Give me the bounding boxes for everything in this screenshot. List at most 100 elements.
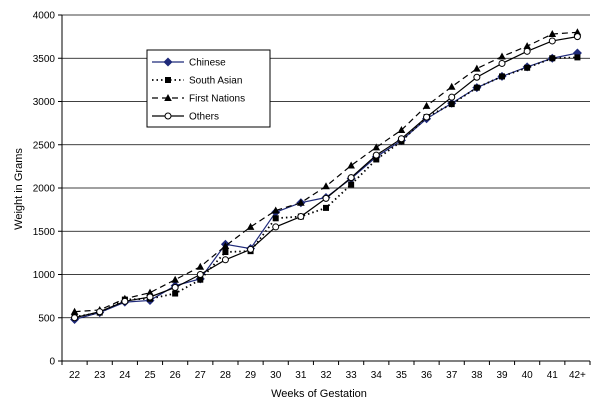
marker-square [348,181,355,188]
marker-circle [196,271,204,278]
legend-item: Chinese [152,57,226,69]
y-axis-title: Weight in Grams [13,148,25,230]
marker-triangle [297,198,305,206]
series-others [71,33,581,322]
marker-circle [96,308,104,316]
y-tick-label: 2500 [33,140,56,151]
y-tick-label: 3500 [33,54,56,65]
marker-square [574,54,581,61]
marker-triangle [523,42,531,50]
x-tick-label: 25 [144,370,156,381]
marker-triangle [573,28,582,36]
marker-triangle [246,222,255,230]
marker-circle [272,223,280,231]
legend-label: Others [189,112,219,123]
marker-circle [171,283,179,291]
marker-square [549,55,556,62]
marker-triangle [221,241,230,249]
marker-circle [322,194,330,202]
y-tick-label: 1500 [33,227,56,238]
legend-item: Others [152,112,219,123]
marker-triangle [548,30,557,38]
series-group [70,28,582,324]
marker-circle [164,112,172,120]
legend-label: South Asian [189,76,242,87]
y-tick-label: 500 [38,313,55,324]
marker-circle [121,297,129,305]
marker-square [524,64,531,71]
marker-triangle [164,94,172,101]
marker-triangle [146,288,154,296]
marker-square [197,276,204,283]
legend: Chinese South Asian First Nations Others [146,49,271,128]
marker-square [172,290,179,297]
gridlines [62,14,590,319]
marker-circle [247,245,255,253]
marker-square [499,73,505,80]
marker-triangle [196,262,205,270]
legend-label: First Nations [189,94,245,105]
y-tick-label: 1000 [33,270,56,281]
marker-circle [423,113,431,121]
marker-triangle [498,52,506,60]
marker-circle [146,293,154,301]
x-tick-label: 23 [94,370,106,381]
marker-circle [297,213,305,221]
marker-circle [347,174,355,182]
marker-triangle [397,126,406,134]
y-tick-label: 2000 [33,184,56,195]
marker-square [448,101,455,108]
x-axis-title: Weeks of Gestation [271,388,367,400]
x-tick-label: 32 [320,370,332,381]
legend-item: First Nations [152,94,245,105]
y-tick-label: 0 [49,357,55,368]
legend-item: South Asian [152,76,242,87]
marker-circle [548,37,556,45]
x-tick-label: 30 [270,370,282,381]
marker-triangle [422,101,431,109]
marker-square [323,204,329,211]
x-tick-label: 34 [371,370,383,381]
marker-circle [573,33,581,41]
marker-square [165,77,171,83]
marker-square [272,215,279,222]
marker-triangle [447,82,456,90]
marker-diamond [163,57,173,67]
marker-square [373,156,380,163]
y-tick-label: 3000 [33,97,56,108]
x-tick-label: 39 [496,370,508,381]
marker-circle [71,314,79,322]
marker-triangle [347,161,355,169]
marker-circle [448,93,456,101]
x-tick-label: 28 [220,370,232,381]
marker-circle [372,151,380,159]
series-first-nations [70,28,582,315]
marker-triangle [171,275,179,283]
x-tick-label: 36 [421,370,433,381]
x-tick-label: 41 [547,370,559,381]
marker-circle [523,47,531,55]
x-tick-label: 38 [471,370,483,381]
marker-triangle [473,64,481,72]
x-tick-label: 27 [195,370,207,381]
x-tick-label: 42+ [569,370,586,381]
x-tick-label: 40 [522,370,534,381]
x-tick-label: 26 [170,370,182,381]
x-tick-label: 31 [295,370,307,381]
x-tick-label: 22 [69,370,81,381]
x-tick-label: 35 [396,370,408,381]
marker-circle [221,256,229,264]
marker-triangle [372,143,381,151]
marker-triangle [70,307,79,315]
x-tick-label: 37 [446,370,458,381]
marker-circle [397,135,405,143]
legend-label: Chinese [189,58,226,69]
marker-triangle [322,182,330,190]
marker-triangle [271,206,280,214]
axes: 0 500 1000 1500 2000 2500 3000 3500 4000 22 23 24 25… [33,11,591,381]
marker-circle [498,59,506,67]
x-tick-label: 29 [245,370,257,381]
y-tick-label: 4000 [33,11,56,22]
